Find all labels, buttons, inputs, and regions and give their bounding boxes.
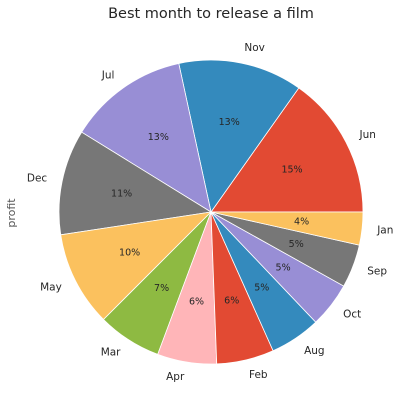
percent-labels: 15% 13% 13% 11% 10% 7% 6% 6% 5% 5% 5% 4% (111, 117, 309, 307)
pie-slice-nov (178, 59, 300, 213)
pie-slice-jul (81, 62, 212, 213)
slice-label-apr: Apr (166, 371, 185, 383)
percent-label-may: 10% (119, 248, 140, 259)
y-axis-label: profit (5, 198, 18, 228)
percent-label-aug: 5% (254, 282, 269, 293)
pie-slice-jan (210, 211, 364, 246)
percent-label-jul: 13% (148, 132, 169, 143)
slice-label-jun: Jun (359, 129, 376, 141)
percent-label-jan: 4% (294, 217, 309, 228)
slice-label-oct: Oct (343, 309, 361, 321)
percent-label-mar: 7% (154, 283, 169, 294)
percent-label-feb: 6% (224, 295, 239, 306)
pie-slice-dec (58, 131, 213, 236)
percent-label-oct: 5% (276, 262, 291, 273)
percent-label-apr: 6% (189, 297, 204, 308)
slice-label-mar: Mar (101, 347, 121, 359)
percent-label-nov: 13% (219, 117, 240, 128)
percent-label-dec: 11% (111, 188, 132, 199)
slice-label-jul: Jul (101, 70, 115, 82)
pie-slice-may (60, 211, 213, 321)
chart-title: Best month to release a film (108, 6, 314, 22)
slice-label-jan: Jan (376, 224, 393, 236)
pie-slice-jun (210, 87, 364, 213)
slice-labels: Jun Nov Jul Dec May Mar Apr Feb Aug Oct Sep Jan (27, 42, 394, 383)
slice-label-sep: Sep (367, 266, 387, 278)
slice-label-dec: Dec (27, 173, 48, 185)
slice-label-aug: Aug (304, 345, 325, 357)
slice-label-feb: Feb (249, 369, 268, 381)
percent-label-sep: 5% (289, 239, 304, 250)
slice-label-nov: Nov (244, 42, 265, 54)
pie-slices (58, 59, 364, 365)
slice-label-may: May (40, 281, 62, 293)
percent-label-jun: 15% (281, 165, 302, 176)
